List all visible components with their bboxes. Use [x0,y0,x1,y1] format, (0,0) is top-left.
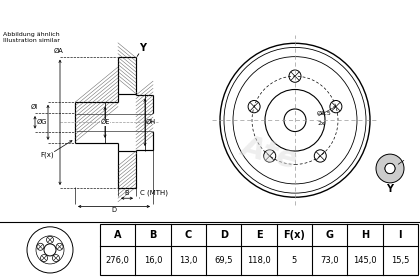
Text: Illustration similar: Illustration similar [3,38,60,43]
Text: ØE: ØE [100,119,110,125]
Text: ØA: ØA [54,48,64,53]
Text: Ø6,5: Ø6,5 [317,111,332,116]
Text: 145,0: 145,0 [353,256,377,265]
Text: 69,5: 69,5 [215,256,233,265]
Text: 2x: 2x [317,121,325,126]
Text: 73,0: 73,0 [320,256,339,265]
Text: 13,0: 13,0 [179,256,197,265]
Bar [100,224,418,275]
Text: 5: 5 [292,256,297,265]
Text: B: B [150,230,157,240]
Text: 15,5: 15,5 [391,256,410,265]
Text: B: B [125,190,129,196]
Text: C (MTH): C (MTH) [140,190,168,196]
Text: D: D [220,230,228,240]
Text: Y: Y [386,184,394,194]
Text: 276,0: 276,0 [106,256,130,265]
Text: E: E [256,230,262,240]
Text: F(x): F(x) [40,152,54,158]
Text: ØI: ØI [30,104,37,110]
Text: ØH: ØH [146,119,156,125]
Text: F(x): F(x) [284,230,305,240]
Text: 24.0116-0128.1: 24.0116-0128.1 [118,8,252,22]
Text: 16,0: 16,0 [144,256,162,265]
Text: Ate: Ate [239,132,302,174]
Text: A: A [114,230,121,240]
Text: D: D [111,207,116,213]
Circle shape [385,163,395,174]
Wedge shape [376,154,404,183]
Text: G: G [326,230,333,240]
Text: ØG: ØG [37,119,47,125]
Text: 118,0: 118,0 [247,256,271,265]
Text: C: C [185,230,192,240]
Text: 416128: 416128 [308,8,372,22]
Text: H: H [361,230,369,240]
Text: Abbildung ähnlich: Abbildung ähnlich [3,32,60,37]
Text: Y: Y [139,43,146,53]
Text: I: I [399,230,402,240]
